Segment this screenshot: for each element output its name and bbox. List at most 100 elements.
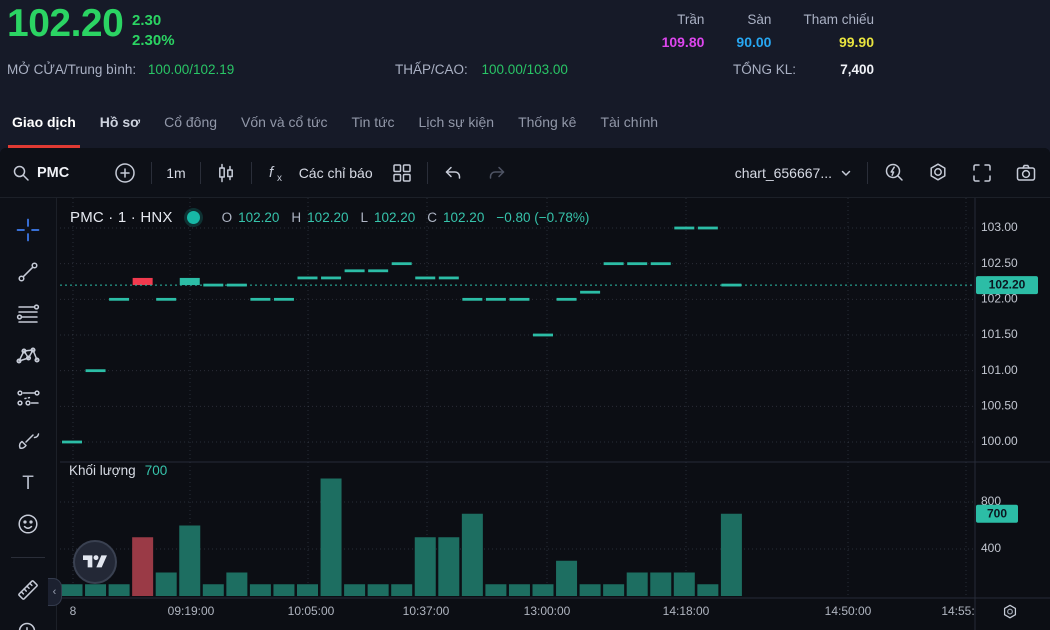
zoom-in-tool[interactable] [15, 619, 41, 630]
crosshair-tool[interactable] [15, 217, 41, 243]
layout-grid-icon [391, 162, 413, 184]
undo-icon [442, 162, 464, 184]
trend-line-tool[interactable] [15, 259, 41, 285]
tab-thong-ke[interactable]: Thống kê [518, 114, 577, 130]
toolbar-right-group: chart_656667... [735, 161, 1038, 185]
reference-label: Tham chiếu [803, 12, 874, 27]
interval-label: 1m [166, 164, 186, 181]
redo-icon [486, 162, 508, 184]
low-high-group: THẤP/CAO: 100.00/103.00 [395, 62, 568, 77]
svg-text:13:00:00: 13:00:00 [524, 604, 571, 618]
symbol-search-button[interactable]: PMC [12, 164, 69, 182]
indicators-label: Các chỉ báo [298, 164, 373, 181]
ceiling-value: 109.80 [661, 34, 705, 50]
svg-text:103.00: 103.00 [981, 220, 1018, 234]
chart-area: 103.00 102.50 102.00 101.50 101.00 100.50 100.… [60, 198, 1050, 630]
price-change-pct: 2.30% [132, 32, 175, 49]
settings-gear-icon [926, 161, 950, 185]
tab-giao-dich[interactable]: Giao dịch [8, 96, 80, 148]
emoji-tool[interactable] [15, 511, 41, 537]
tab-lich-su-kien[interactable]: Lịch sự kiện [418, 114, 495, 130]
forecast-tool[interactable] [15, 385, 41, 411]
svg-text:101.50: 101.50 [981, 327, 1018, 341]
section-tabs: Giao dịch Hồ sơ Cổ đông Vốn và cổ tức Ti… [0, 96, 1050, 148]
tab-tin-tuc[interactable]: Tin tức [351, 114, 395, 130]
axis-settings-button[interactable] [1000, 602, 1022, 624]
svg-text:14:55:: 14:55: [941, 604, 974, 618]
toolbar-divider [426, 161, 428, 184]
total-volume-label: TỔNG KL: [733, 62, 797, 77]
reference-col: Tham chiếu 99.90 [803, 12, 874, 50]
side-toolbar-divider [11, 557, 45, 558]
drawing-toolbar: T [0, 198, 57, 630]
compare-add-button[interactable] [113, 161, 137, 185]
tab-ho-so[interactable]: Hồ sơ [99, 114, 141, 130]
layout-button[interactable] [391, 162, 413, 184]
svg-text:8: 8 [70, 604, 77, 618]
chart-style-button[interactable] [215, 162, 237, 184]
price-change: 2.30 [132, 12, 162, 29]
tab-tai-chinh[interactable]: Tài chính [600, 114, 659, 130]
time-axis[interactable] [60, 598, 975, 630]
open-average-label: MỞ CỬA/Trung bình: [7, 62, 137, 77]
chart-name-label: chart_656667... [734, 164, 832, 181]
ceiling-label: Trần [677, 12, 705, 27]
svg-text:10:05:00: 10:05:00 [288, 604, 335, 618]
svg-text:102.50: 102.50 [981, 256, 1018, 270]
collapse-drawing-bar-handle[interactable]: ‹ [48, 578, 62, 606]
svg-text:101.00: 101.00 [981, 363, 1018, 377]
price-change-block: 2.30 2.30% [132, 11, 175, 51]
svg-text:400: 400 [981, 541, 1001, 555]
tab-von-va-co-tuc[interactable]: Vốn và cổ tức [241, 114, 328, 130]
open-average-value: 100.00/102.19 [147, 62, 235, 77]
fullscreen-icon [970, 161, 994, 185]
toolbar-divider [151, 161, 153, 184]
chart-settings-button[interactable] [926, 161, 950, 185]
redo-button[interactable] [486, 162, 508, 184]
floor-label: Sàn [747, 12, 772, 27]
indicators-button[interactable]: f x Các chỉ báo [266, 162, 373, 184]
reference-value: 99.90 [838, 34, 874, 50]
text-tool[interactable]: T [15, 469, 41, 495]
svg-text:10:37:00: 10:37:00 [403, 604, 450, 618]
fx-icon: f x [266, 162, 290, 184]
chart-window: PMC 1m [0, 148, 1050, 630]
price-limits: Trần 109.80 Sàn 90.00 Tham chiếu 99.90 [662, 12, 874, 50]
tradingview-logo [73, 540, 117, 584]
plus-circle-icon [113, 161, 137, 185]
quick-search-button[interactable] [882, 161, 906, 185]
search-icon [12, 164, 30, 182]
chart-name-button[interactable]: chart_656667... [735, 165, 853, 181]
fib-retracement-tool[interactable] [15, 301, 41, 327]
svg-text:x: x [277, 173, 282, 184]
measure-ruler-tool[interactable] [15, 577, 41, 603]
xabcd-pattern-tool[interactable] [15, 343, 41, 369]
tab-co-dong[interactable]: Cổ đông [164, 114, 218, 130]
candles-icon [215, 162, 237, 184]
brush-tool[interactable] [15, 427, 41, 453]
floor-col: Sàn 90.00 [736, 12, 771, 50]
svg-text:102.20: 102.20 [989, 278, 1026, 292]
total-volume-value: 7,400 [840, 62, 874, 77]
svg-text:f: f [269, 164, 275, 181]
fullscreen-button[interactable] [970, 161, 994, 185]
svg-text:09:19:00: 09:19:00 [168, 604, 215, 618]
svg-text:100.00: 100.00 [981, 434, 1018, 448]
low-high-label: THẤP/CAO: [395, 62, 468, 77]
screenshot-button[interactable] [1014, 161, 1038, 185]
quick-search-icon [882, 161, 906, 185]
ceiling-col: Trần 109.80 [662, 12, 705, 50]
toolbar-divider [199, 161, 201, 184]
interval-button[interactable]: 1m [166, 165, 185, 181]
svg-text:14:18:00: 14:18:00 [663, 604, 710, 618]
price-chart[interactable]: 103.00 102.50 102.00 101.50 101.00 100.50 100.… [60, 198, 1050, 630]
price-axis[interactable] [975, 198, 1050, 598]
session-stats-row: MỞ CỬA/Trung bình: 100.00/102.19 THẤP/CA… [0, 62, 1050, 84]
camera-icon [1014, 161, 1038, 185]
chevron-down-icon [839, 166, 853, 180]
toolbar-divider [867, 161, 868, 184]
undo-button[interactable] [442, 162, 464, 184]
toolbar-divider [250, 161, 252, 184]
current-price: 102.20 [7, 2, 124, 45]
svg-text:102.00: 102.00 [981, 292, 1018, 306]
